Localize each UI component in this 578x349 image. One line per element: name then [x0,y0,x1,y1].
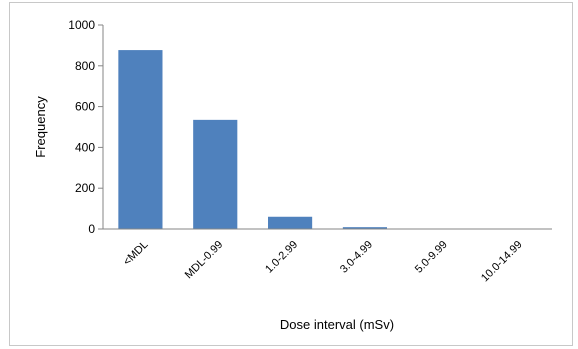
y-tick-label: 0 [88,222,95,236]
bar [268,216,313,229]
x-axis: <MDL MDL-0.99 1.0-2.99 3.0-4.99 5.0-9.99 10.0… [103,228,552,285]
bar [118,50,163,230]
y-tick-label: 600 [75,100,95,114]
bars [118,50,462,230]
y-axis: 0 200 400 600 800 1000 [68,18,104,236]
x-tick-label: 5.0-9.99 [413,239,450,276]
x-tick-label: 1.0-2.99 [263,239,300,276]
bar [193,119,238,229]
y-tick-label: 800 [75,59,95,73]
y-axis-title: Frequency [33,96,48,158]
x-tick-label: <MDL [121,239,150,268]
x-tick-label: MDL-0.99 [183,239,226,282]
x-tick-label: 3.0-4.99 [338,239,375,276]
y-tick-label: 400 [75,140,95,154]
x-tick-label: 10.0-14.99 [479,239,525,285]
x-axis-title: Dose interval (mSv) [280,317,394,332]
y-tick-label: 200 [75,181,95,195]
bar [342,227,387,229]
y-tick-label: 1000 [68,18,95,32]
